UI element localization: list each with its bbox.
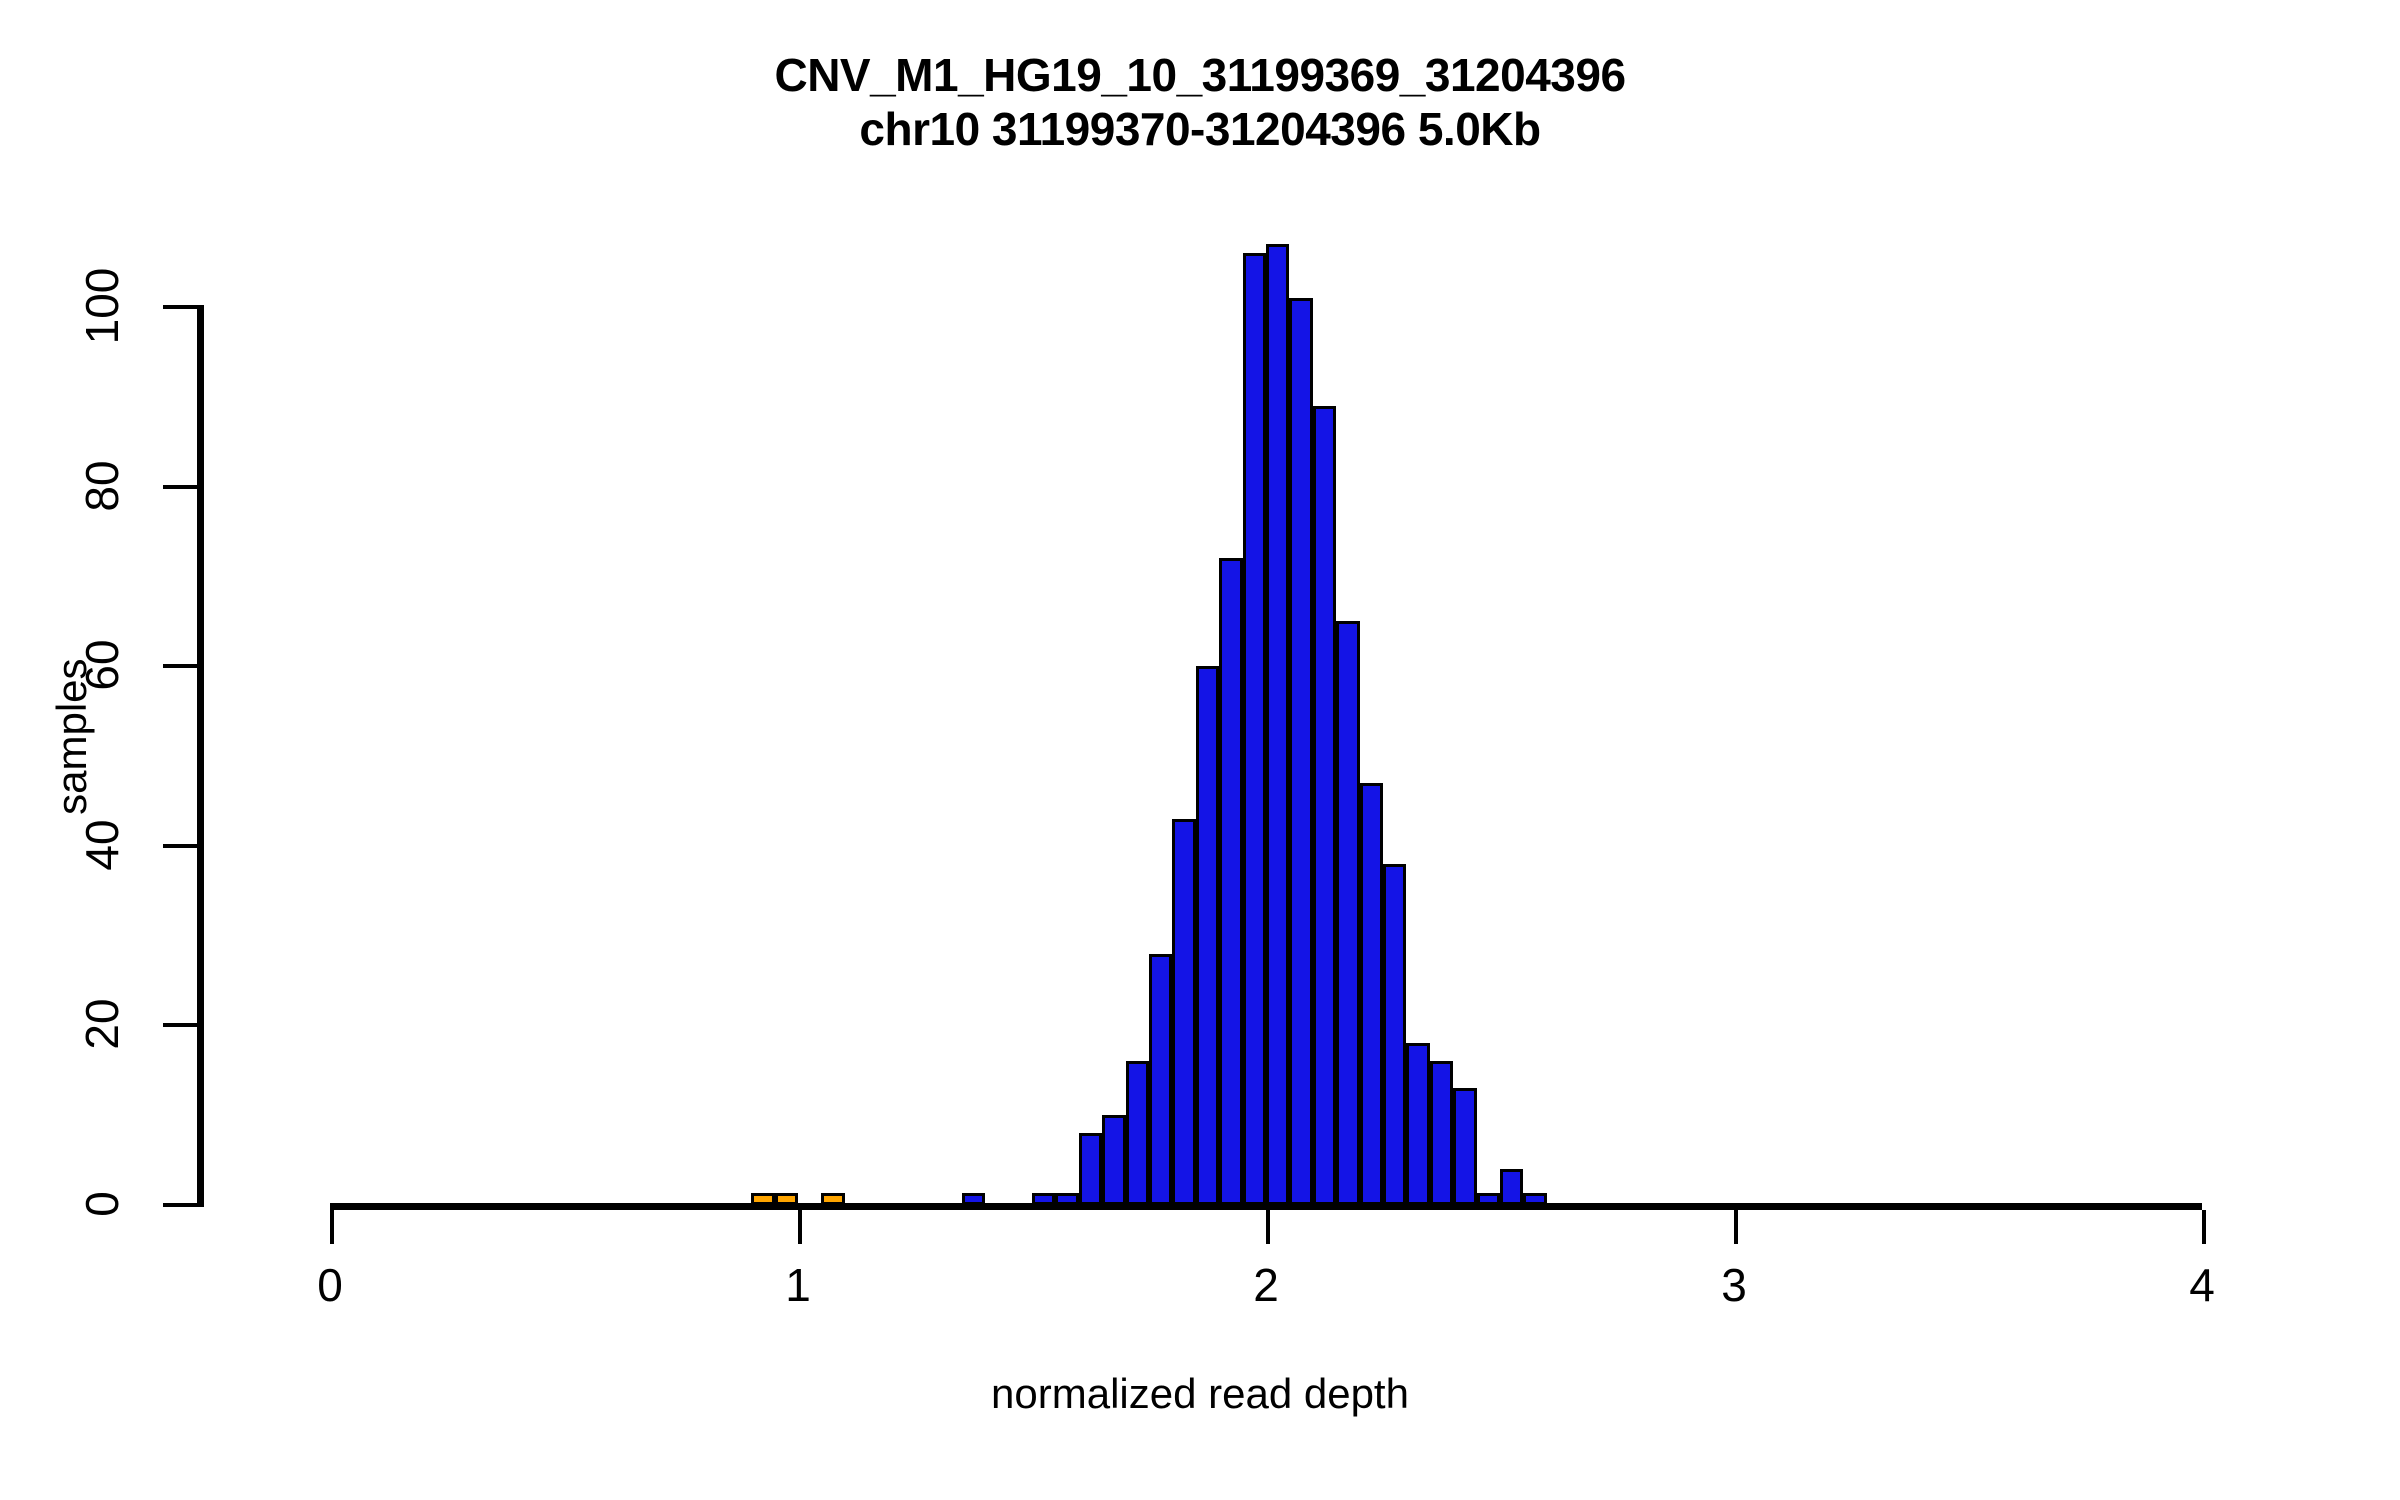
chart-title-block: CNV_M1_HG19_10_31199369_31204396 chr10 3… <box>0 48 2400 157</box>
x-axis-tick <box>798 1210 802 1244</box>
x-axis-line <box>330 1203 2202 1210</box>
x-axis-title: normalized read depth <box>991 1370 1409 1417</box>
histogram-bar <box>1336 621 1360 1205</box>
y-axis-tick-label: 40 <box>76 819 128 871</box>
histogram-bar <box>1500 1169 1524 1205</box>
y-axis-tick <box>163 1203 199 1207</box>
x-axis-tick-label: 4 <box>2189 1259 2215 1311</box>
x-axis-tick <box>330 1210 334 1244</box>
histogram-bar <box>1125 1061 1149 1205</box>
y-axis-tick <box>163 1023 199 1028</box>
x-axis-tick-label: 2 <box>1253 1259 1279 1311</box>
chart-subtitle: chr10 31199370-31204396 5.0Kb <box>859 103 1541 156</box>
y-axis-tick <box>163 484 199 489</box>
histogram-bar <box>1289 298 1313 1205</box>
y-axis-tick <box>163 305 199 309</box>
y-axis-tick-label: 20 <box>76 998 128 1050</box>
page-title: CNV_M1_HG19_10_31199369_31204396 <box>774 49 1626 101</box>
histogram-bar <box>1195 666 1220 1205</box>
histogram-bar <box>1359 782 1383 1205</box>
histogram-bar <box>1266 244 1290 1205</box>
y-axis-tick <box>163 843 199 848</box>
y-axis-tick <box>163 664 199 669</box>
x-axis-tick-label: 3 <box>1721 1259 1747 1311</box>
histogram-bar <box>1312 405 1337 1205</box>
histogram-bar <box>1242 253 1266 1205</box>
histogram-bar <box>1172 818 1196 1205</box>
x-axis-tick-label: 0 <box>317 1259 343 1311</box>
x-axis-tick-label: 1 <box>785 1259 811 1311</box>
histogram-bar <box>1078 1133 1103 1205</box>
histogram-bar <box>1406 1043 1430 1205</box>
plot-area <box>330 244 2202 1205</box>
y-axis-tick-label: 80 <box>76 460 128 512</box>
histogram-bar <box>1219 558 1243 1205</box>
y-axis-tick-label: 0 <box>76 1191 128 1217</box>
y-axis-line <box>197 305 204 1207</box>
x-axis-tick <box>2202 1210 2206 1244</box>
histogram-bar <box>1383 863 1407 1205</box>
histogram-bar <box>1149 953 1173 1205</box>
x-axis-tick <box>1734 1210 1738 1244</box>
y-axis-tick-label: 100 <box>76 267 128 345</box>
histogram-bar <box>1429 1061 1454 1205</box>
histogram-bar <box>1102 1115 1126 1205</box>
histogram-bar <box>1453 1088 1477 1205</box>
x-axis-tick <box>1266 1210 1270 1244</box>
y-axis-tick-label: 60 <box>76 639 128 691</box>
